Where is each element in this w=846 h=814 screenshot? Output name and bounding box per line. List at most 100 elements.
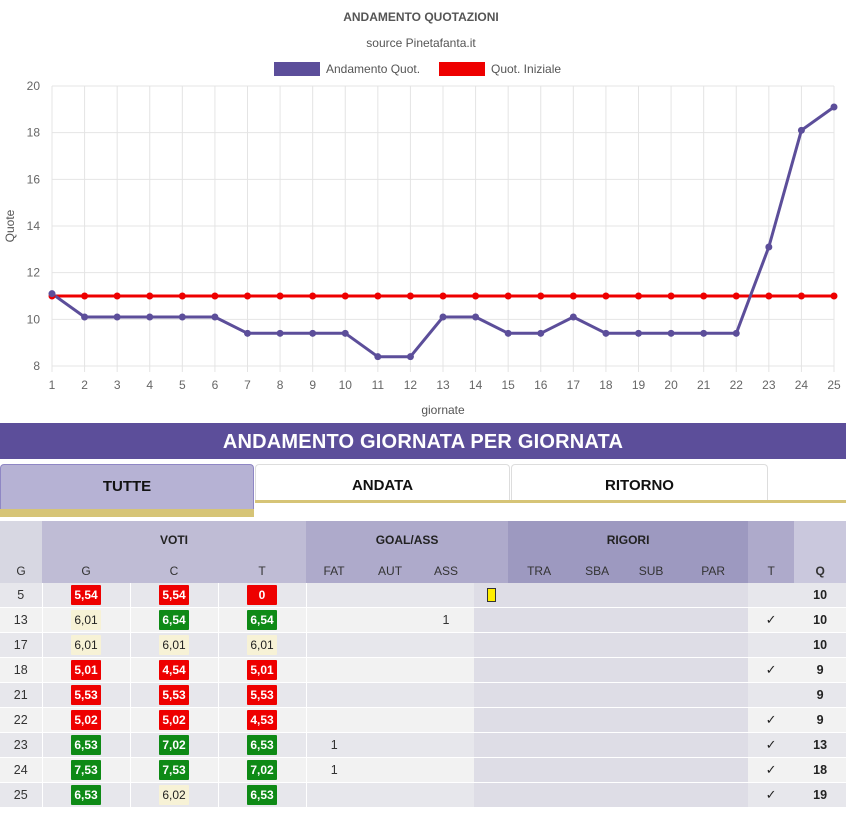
data-point (309, 292, 317, 300)
x-tick-label: 24 (795, 378, 809, 392)
row-giornata: 23 (13, 738, 28, 752)
data-point (830, 292, 838, 300)
tab-underline (255, 500, 846, 503)
data-point (48, 290, 56, 298)
voto-t: 6,54 (247, 610, 278, 630)
y-tick-label: 12 (27, 266, 41, 280)
data-point (765, 292, 773, 300)
x-tick-label: 21 (697, 378, 711, 392)
table-row: 17 6,01 6,01 6,01 10 (0, 632, 846, 658)
header-goal-ass: GOAL/ASS (306, 521, 509, 559)
data-point (81, 313, 89, 321)
x-tick-label: 8 (277, 378, 284, 392)
row-quotazione: 9 (816, 663, 824, 677)
voto-t: 6,01 (247, 635, 278, 655)
data-point (374, 292, 382, 300)
data-point (244, 329, 251, 337)
voto-t: 5,53 (247, 685, 278, 705)
tab-tutte[interactable]: TUTTE (0, 464, 254, 509)
chart-subtitle: source Pinetafanta.it (366, 36, 476, 50)
data-point (602, 292, 610, 300)
legend-swatch (439, 62, 485, 76)
data-point (667, 292, 675, 300)
x-tick-label: 19 (632, 378, 646, 392)
data-point (765, 243, 773, 251)
row-quotazione: 10 (813, 638, 828, 652)
data-point (309, 329, 317, 337)
table-row: 18 5,01 4,54 5,01 ✓ 9 (0, 657, 846, 683)
voto-c: 7,02 (159, 735, 189, 755)
row-quotazione: 18 (813, 763, 828, 777)
legend-label: Quot. Iniziale (491, 62, 561, 76)
data-point (439, 292, 447, 300)
row-giornata: 21 (13, 688, 28, 702)
yellow-card-icon (486, 588, 496, 603)
data-point (797, 126, 805, 134)
legend-label: Andamento Quot. (326, 62, 420, 76)
fat-value: 1 (330, 738, 338, 752)
header-rigori: RIGORI (508, 521, 749, 559)
data-point (341, 292, 349, 300)
voto-g: 6,01 (71, 610, 101, 630)
tab-ritorno[interactable]: RITORNO (511, 464, 768, 500)
row-quotazione: 13 (813, 738, 828, 752)
data-point (276, 292, 284, 300)
chart-legend[interactable]: Andamento Quot. Quot. Iniziale (274, 62, 561, 76)
y-tick-label: 20 (27, 79, 41, 93)
x-tick-label: 4 (146, 378, 153, 392)
voto-g: 5,01 (71, 660, 101, 680)
col-tra: TRA (508, 559, 571, 583)
voto-g: 7,53 (71, 760, 101, 780)
data-point (81, 292, 89, 300)
col-card (474, 559, 509, 583)
row-giornata: 22 (13, 713, 28, 727)
data-point (113, 292, 121, 300)
legend-swatch (274, 62, 320, 76)
chart-title: ANDAMENTO QUOTAZIONI (343, 10, 499, 24)
row-quotazione: 10 (813, 588, 828, 602)
col-g: G (0, 559, 42, 583)
data-point (732, 329, 740, 337)
data-point (700, 329, 708, 337)
col-aut: AUT (362, 559, 419, 583)
x-tick-label: 13 (436, 378, 450, 392)
table-row: 13 6,01 6,54 6,54 1 ✓ 10 (0, 607, 846, 633)
data-point (146, 292, 154, 300)
x-tick-label: 16 (534, 378, 548, 392)
data-point (797, 292, 805, 300)
check-icon: ✓ (765, 737, 777, 752)
table-row: 25 6,53 6,02 6,53 ✓ 19 (0, 782, 846, 808)
x-tick-label: 1 (49, 378, 56, 392)
voto-g: 5,02 (71, 710, 101, 730)
x-tick-label: 18 (599, 378, 613, 392)
data-point (146, 313, 154, 321)
row-quotazione: 9 (816, 688, 824, 702)
header-voti: VOTI (42, 521, 307, 559)
voto-t: 7,02 (247, 760, 278, 780)
data-point (276, 329, 284, 337)
data-point (211, 292, 219, 300)
tab-active-indicator (0, 509, 254, 517)
voto-t: 0 (247, 585, 278, 605)
series-points (48, 103, 838, 361)
y-tick-label: 14 (27, 219, 41, 233)
fat-value: 1 (330, 763, 338, 777)
tab-andata[interactable]: ANDATA (255, 464, 510, 500)
col-fat: FAT (306, 559, 363, 583)
col-t: T (748, 559, 795, 583)
tab-bar: TUTTE ANDATA RITORNO (0, 464, 846, 518)
x-tick-label: 6 (212, 378, 219, 392)
data-point (635, 329, 642, 337)
x-tick-label: 7 (244, 378, 251, 392)
data-point (635, 292, 642, 300)
table-row: 24 7,53 7,53 7,02 1 ✓ 18 (0, 757, 846, 783)
col-sba: SBA (570, 559, 625, 583)
header-blank-q (794, 521, 846, 559)
row-giornata: 18 (13, 663, 28, 677)
y-tick-label: 10 (27, 312, 41, 326)
row-quotazione: 19 (813, 788, 828, 802)
row-giornata: 5 (17, 588, 25, 602)
y-tick-label: 18 (27, 126, 41, 140)
table-row: 5 5,54 5,54 0 10 (0, 583, 846, 608)
col-voto-t: T (218, 559, 307, 583)
